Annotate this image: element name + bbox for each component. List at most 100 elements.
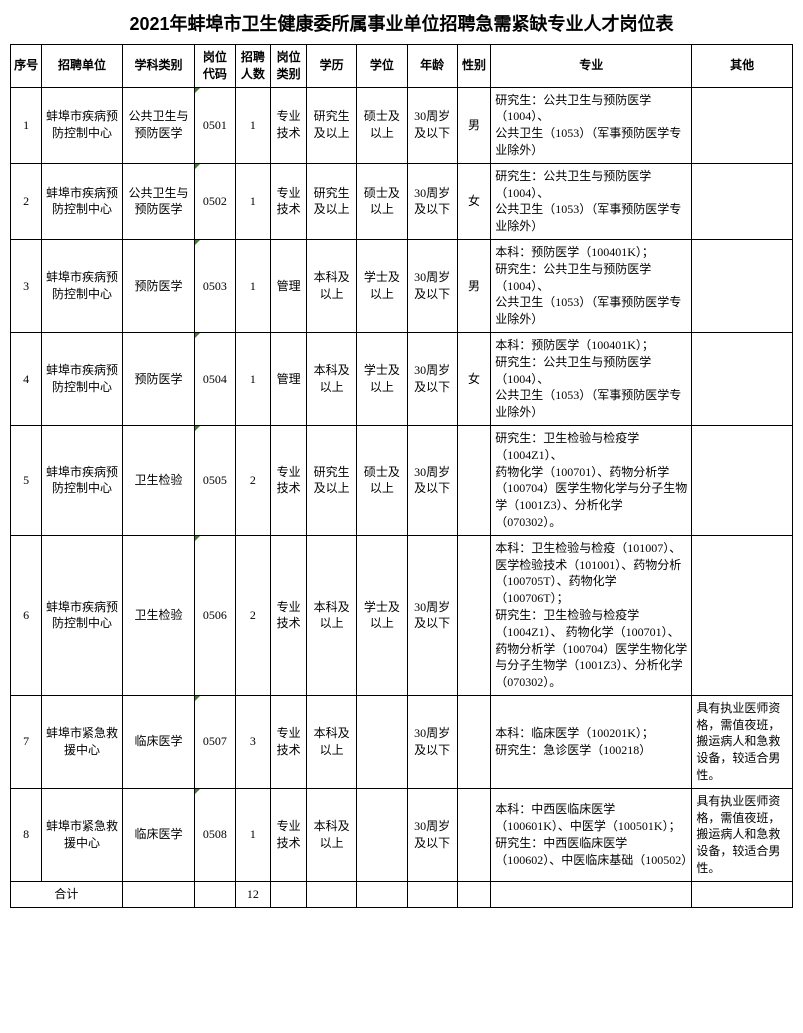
cell-unit: 蚌埠市紧急救援中心 (42, 788, 122, 881)
cell-category: 专业技术 (271, 788, 307, 881)
cell-age: 30周岁及以下 (407, 535, 457, 695)
total-empty (357, 881, 407, 907)
cell-edu: 本科及以上 (306, 535, 356, 695)
cell-edu: 本科及以上 (306, 695, 356, 788)
cell-code: 0506 (195, 535, 235, 695)
cell-count: 2 (235, 425, 271, 535)
cell-code: 0508 (195, 788, 235, 881)
table-row: 7蚌埠市紧急救援中心临床医学05073专业技术本科及以上 30周岁及以下本科：临床… (11, 695, 793, 788)
cell-code: 0507 (195, 695, 235, 788)
cell-category: 专业技术 (271, 163, 307, 239)
cell-age: 30周岁及以下 (407, 788, 457, 881)
cell-gender: 男 (457, 239, 491, 332)
cell-other (692, 425, 793, 535)
cell-count: 3 (235, 695, 271, 788)
cell-category: 专业技术 (271, 535, 307, 695)
cell-age: 30周岁及以下 (407, 425, 457, 535)
header-count: 招聘人数 (235, 45, 271, 88)
header-gender: 性别 (457, 45, 491, 88)
table-row: 8蚌埠市紧急救援中心临床医学05081专业技术本科及以上 30周岁及以下本科：中西… (11, 788, 793, 881)
cell-unit: 蚌埠市疾病预防控制中心 (42, 163, 122, 239)
table-row: 1蚌埠市疾病预防控制中心公共卫生与预防医学05011专业技术研究生及以上硕士及以… (11, 87, 793, 163)
cell-edu: 本科及以上 (306, 788, 356, 881)
cell-seq: 8 (11, 788, 42, 881)
cell-unit: 蚌埠市疾病预防控制中心 (42, 332, 122, 425)
cell-degree: 硕士及以上 (357, 87, 407, 163)
cell-edu: 研究生及以上 (306, 425, 356, 535)
table-row: 3蚌埠市疾病预防控制中心预防医学05031管理本科及以上学士及以上30周岁及以下… (11, 239, 793, 332)
cell-major: 研究生：卫生检验与检疫学（1004Z1）、药物化学（100701）、药物分析学（… (491, 425, 692, 535)
table-row: 5蚌埠市疾病预防控制中心卫生检验05052专业技术研究生及以上硕士及以上30周岁… (11, 425, 793, 535)
cell-degree: 硕士及以上 (357, 425, 407, 535)
cell-other: 具有执业医师资格，需值夜班，搬运病人和急救设备，较适合男性。 (692, 695, 793, 788)
cell-major: 本科：临床医学（100201K）；研究生：急诊医学（100218） (491, 695, 692, 788)
cell-seq: 1 (11, 87, 42, 163)
cell-unit: 蚌埠市疾病预防控制中心 (42, 425, 122, 535)
header-degree: 学位 (357, 45, 407, 88)
table-total-row: 合计 12 (11, 881, 793, 907)
table-row: 4蚌埠市疾病预防控制中心预防医学05041管理本科及以上学士及以上30周岁及以下… (11, 332, 793, 425)
cell-edu: 本科及以上 (306, 239, 356, 332)
cell-count: 1 (235, 239, 271, 332)
cell-count: 1 (235, 87, 271, 163)
header-code: 岗位代码 (195, 45, 235, 88)
cell-major: 本科：卫生检验与检疫（101007）、医学检验技术（101001）、药物分析（1… (491, 535, 692, 695)
cell-subject: 公共卫生与预防医学 (122, 163, 195, 239)
cell-count: 2 (235, 535, 271, 695)
cell-category: 管理 (271, 239, 307, 332)
table-row: 2蚌埠市疾病预防控制中心公共卫生与预防医学05021专业技术研究生及以上硕士及以… (11, 163, 793, 239)
cell-subject: 卫生检验 (122, 535, 195, 695)
header-subject: 学科类别 (122, 45, 195, 88)
cell-category: 专业技术 (271, 695, 307, 788)
cell-gender (457, 535, 491, 695)
cell-degree: 学士及以上 (357, 332, 407, 425)
total-empty (457, 881, 491, 907)
cell-degree: 学士及以上 (357, 239, 407, 332)
cell-degree (357, 788, 407, 881)
cell-other (692, 332, 793, 425)
cell-seq: 6 (11, 535, 42, 695)
cell-category: 专业技术 (271, 87, 307, 163)
cell-seq: 4 (11, 332, 42, 425)
cell-age: 30周岁及以下 (407, 695, 457, 788)
header-major: 专业 (491, 45, 692, 88)
total-empty (122, 881, 195, 907)
total-count: 12 (235, 881, 271, 907)
cell-other (692, 87, 793, 163)
total-label: 合计 (11, 881, 123, 907)
cell-count: 1 (235, 163, 271, 239)
cell-seq: 7 (11, 695, 42, 788)
cell-major: 本科：中西医临床医学（100601K）、中医学（100501K）；研究生：中西医… (491, 788, 692, 881)
cell-other (692, 163, 793, 239)
cell-degree: 硕士及以上 (357, 163, 407, 239)
cell-age: 30周岁及以下 (407, 239, 457, 332)
cell-major: 研究生：公共卫生与预防医学（1004）、公共卫生（1053）（军事预防医学专业除… (491, 87, 692, 163)
page-title: 2021年蚌埠市卫生健康委所属事业单位招聘急需紧缺专业人才岗位表 (10, 10, 793, 36)
cell-gender (457, 788, 491, 881)
cell-seq: 2 (11, 163, 42, 239)
cell-subject: 临床医学 (122, 695, 195, 788)
cell-code: 0505 (195, 425, 235, 535)
cell-major: 本科：预防医学（100401K）；研究生：公共卫生与预防医学（1004）、公共卫… (491, 239, 692, 332)
cell-unit: 蚌埠市疾病预防控制中心 (42, 239, 122, 332)
cell-code: 0504 (195, 332, 235, 425)
cell-age: 30周岁及以下 (407, 332, 457, 425)
cell-other (692, 535, 793, 695)
cell-subject: 临床医学 (122, 788, 195, 881)
cell-category: 专业技术 (271, 425, 307, 535)
cell-count: 1 (235, 788, 271, 881)
total-empty (306, 881, 356, 907)
cell-unit: 蚌埠市紧急救援中心 (42, 695, 122, 788)
cell-count: 1 (235, 332, 271, 425)
cell-age: 30周岁及以下 (407, 163, 457, 239)
header-other: 其他 (692, 45, 793, 88)
cell-other (692, 239, 793, 332)
table-row: 6蚌埠市疾病预防控制中心卫生检验05062专业技术本科及以上学士及以上30周岁及… (11, 535, 793, 695)
cell-subject: 公共卫生与预防医学 (122, 87, 195, 163)
header-category: 岗位类别 (271, 45, 307, 88)
total-empty (407, 881, 457, 907)
cell-gender: 男 (457, 87, 491, 163)
cell-other: 具有执业医师资格，需值夜班，搬运病人和急救设备，较适合男性。 (692, 788, 793, 881)
header-seq: 序号 (11, 45, 42, 88)
cell-degree (357, 695, 407, 788)
